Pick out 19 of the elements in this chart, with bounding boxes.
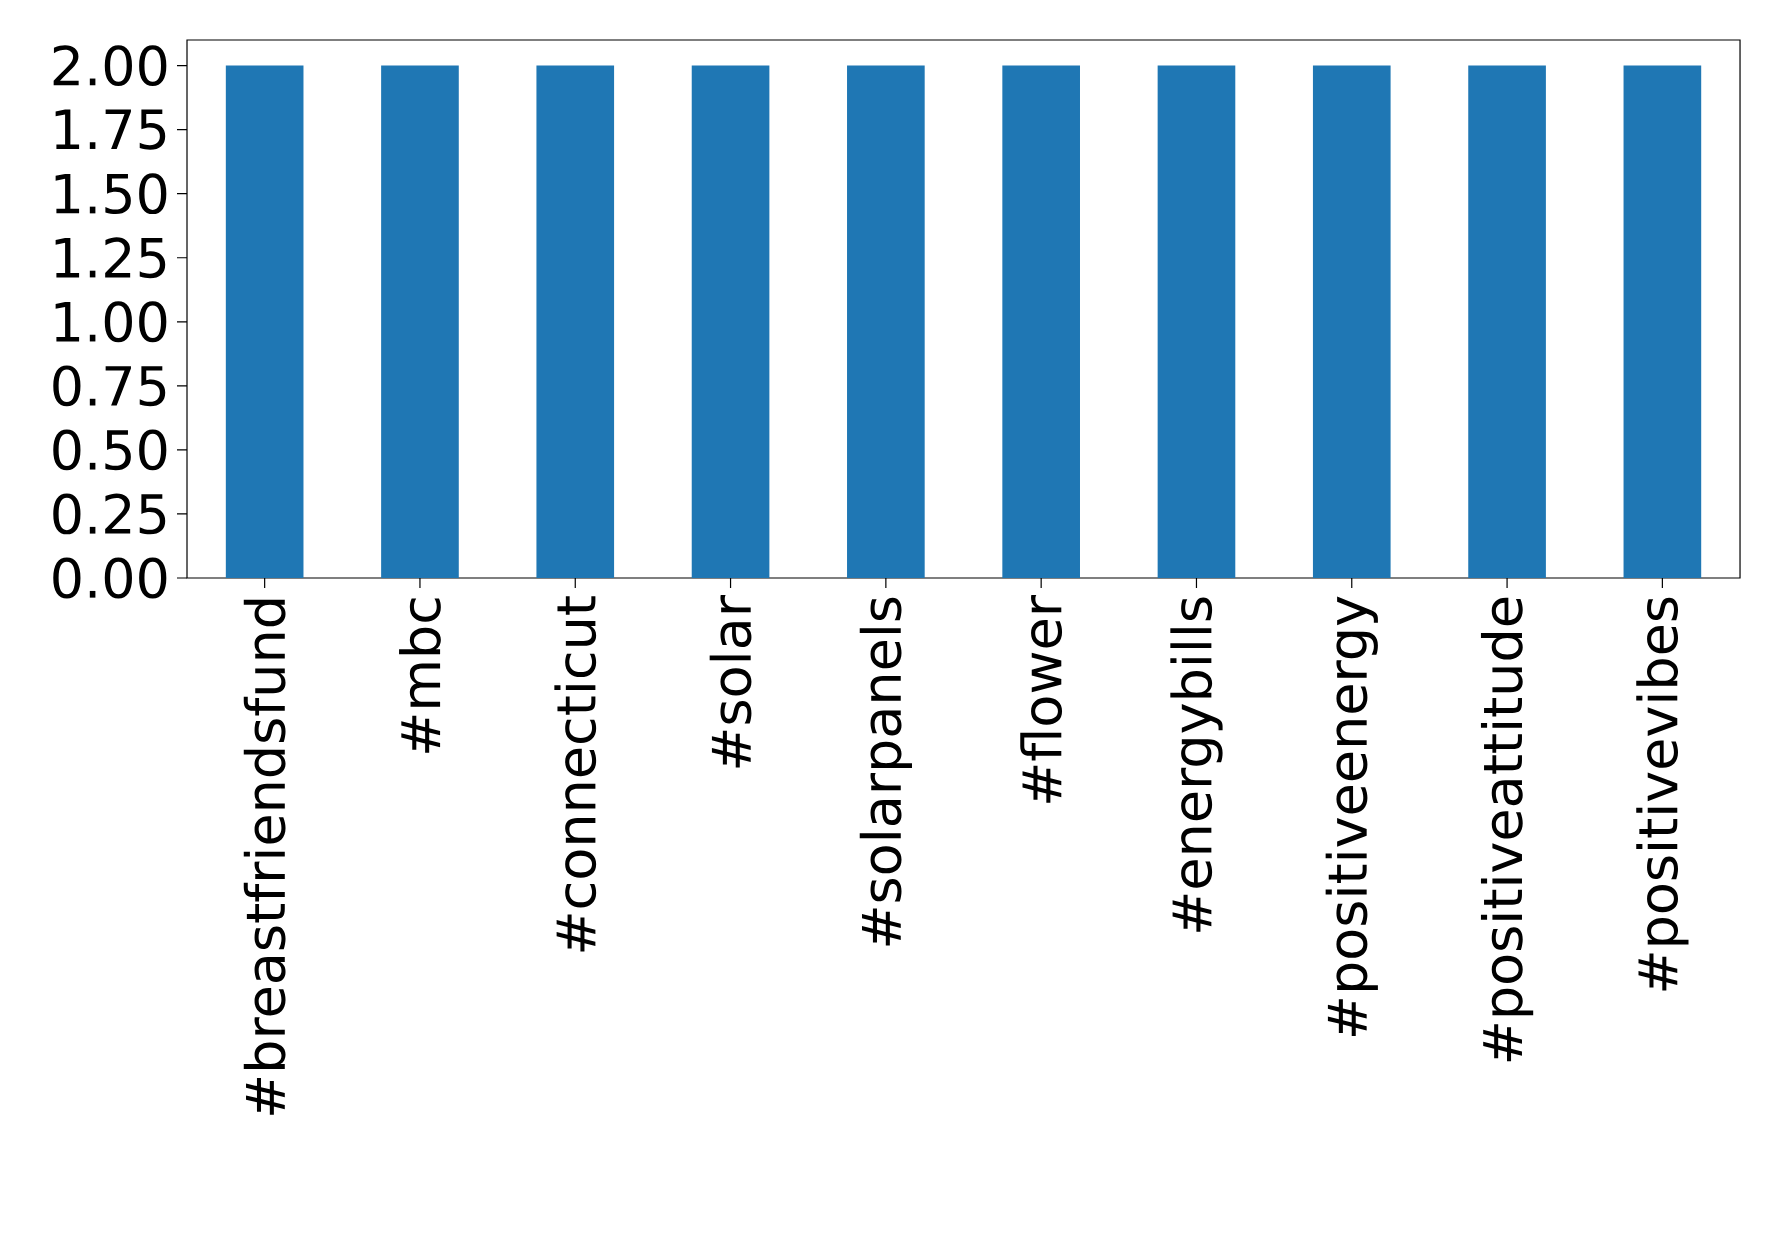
x-tick-label: #energybills [1170,597,1223,932]
x-tick-label: #positivevibes [1636,597,1689,991]
x-tick-label: #breastfriendsfund [243,599,286,1115]
y-tick-label: 1.00 [55,301,167,343]
x-tick-label: #flower [1020,595,1063,803]
y-tick-label: 1.50 [55,173,167,215]
y-tick-label: 2.00 [53,45,167,87]
y-tick-label: 0.75 [53,365,166,407]
x-tick-label: #mbc [399,598,441,753]
y-tick-label: 0.25 [53,493,166,535]
x-tick-label: #positiveenergy [1325,596,1378,1037]
y-tick-label: 1.75 [55,109,166,150]
x-tick-label: #solarpanels [859,597,912,946]
y-tick-label: 0.50 [53,429,167,471]
y-tick-label: 0.00 [53,557,167,599]
x-tick-label: #solar [709,595,752,768]
x-tick-label: #positiveattitude [1480,597,1534,1062]
y-tick-label: 1.25 [55,237,166,279]
x-tick-label: #connecticut [554,596,597,952]
